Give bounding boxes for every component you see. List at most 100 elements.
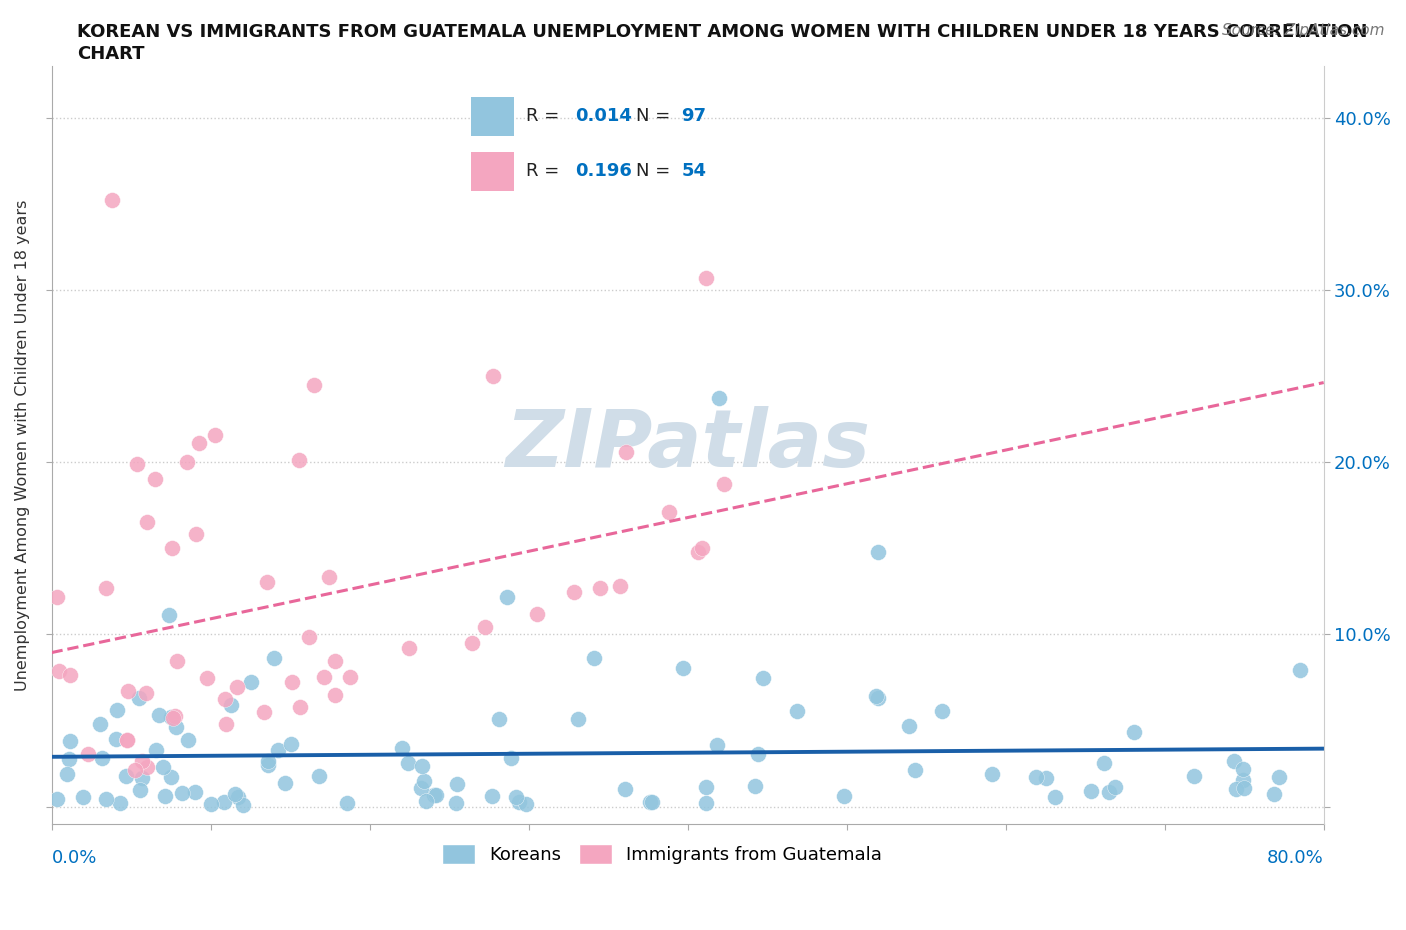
Point <box>1232 762 1254 777</box>
Text: 0.0%: 0.0% <box>52 849 97 867</box>
Point <box>115 733 138 748</box>
Point <box>411 780 433 795</box>
Point <box>786 703 808 718</box>
Point <box>904 763 927 777</box>
Point <box>474 619 496 634</box>
Point <box>131 753 153 768</box>
Point <box>302 378 325 392</box>
Point <box>658 505 681 520</box>
Point <box>695 271 717 286</box>
Point <box>91 751 114 765</box>
Point <box>288 452 311 467</box>
Point <box>1184 768 1206 783</box>
Point <box>166 654 188 669</box>
Point <box>135 685 157 700</box>
Point <box>157 607 180 622</box>
Point <box>125 457 148 472</box>
Point <box>155 789 177 804</box>
Point <box>129 782 152 797</box>
Point <box>1225 782 1247 797</box>
Point <box>423 788 446 803</box>
Point <box>224 787 246 802</box>
Point <box>215 717 238 732</box>
Point <box>1233 781 1256 796</box>
Point <box>446 777 468 791</box>
Point <box>101 193 124 208</box>
Point <box>1223 753 1246 768</box>
Point <box>290 699 312 714</box>
Point <box>136 760 159 775</box>
Point <box>165 720 187 735</box>
Point <box>48 663 70 678</box>
Point <box>160 770 183 785</box>
Point <box>145 743 167 758</box>
Point <box>709 391 731 405</box>
Y-axis label: Unemployment Among Women with Children Under 18 years: Unemployment Among Women with Children U… <box>15 199 30 691</box>
Point <box>323 687 346 702</box>
Point <box>200 796 222 811</box>
Point <box>688 545 710 560</box>
Point <box>59 667 82 682</box>
Point <box>323 654 346 669</box>
Point <box>1080 783 1102 798</box>
Point <box>508 795 530 810</box>
Point <box>609 578 631 593</box>
Point <box>582 650 605 665</box>
Point <box>94 580 117 595</box>
Point <box>162 711 184 725</box>
Point <box>219 698 242 712</box>
Point <box>1268 770 1291 785</box>
Point <box>226 680 249 695</box>
Point <box>505 790 527 804</box>
Point <box>446 796 468 811</box>
Point <box>152 759 174 774</box>
Point <box>59 734 82 749</box>
Point <box>204 428 226 443</box>
Point <box>396 756 419 771</box>
Point <box>744 778 766 793</box>
Point <box>515 796 537 811</box>
Point <box>589 580 612 595</box>
Point <box>1043 790 1066 804</box>
Text: KOREAN VS IMMIGRANTS FROM GUATEMALA UNEMPLOYMENT AMONG WOMEN WITH CHILDREN UNDER: KOREAN VS IMMIGRANTS FROM GUATEMALA UNEM… <box>77 23 1368 41</box>
Point <box>186 526 208 541</box>
Point <box>56 767 79 782</box>
Point <box>263 651 285 666</box>
Point <box>690 540 713 555</box>
Point <box>1092 755 1115 770</box>
Point <box>1122 724 1144 739</box>
Point <box>58 751 80 766</box>
Point <box>115 769 138 784</box>
Point <box>931 703 953 718</box>
Point <box>89 716 111 731</box>
Point <box>280 737 302 751</box>
Point <box>187 435 209 450</box>
Point <box>413 774 436 789</box>
Point <box>481 789 503 804</box>
Point <box>562 585 585 600</box>
Point <box>131 771 153 786</box>
Point <box>398 641 420 656</box>
Point <box>1035 771 1057 786</box>
Legend: Koreans, Immigrants from Guatemala: Koreans, Immigrants from Guatemala <box>434 836 890 871</box>
Point <box>461 635 484 650</box>
Point <box>240 674 263 689</box>
Point <box>695 779 717 794</box>
Point <box>1104 779 1126 794</box>
Point <box>1232 773 1254 788</box>
Point <box>232 798 254 813</box>
Text: ZIPatlas: ZIPatlas <box>505 406 870 484</box>
Point <box>616 445 638 459</box>
Point <box>672 661 695 676</box>
Point <box>981 766 1004 781</box>
Point <box>253 705 276 720</box>
Point <box>415 793 437 808</box>
Point <box>638 794 661 809</box>
Point <box>567 711 589 726</box>
Point <box>496 590 519 604</box>
Point <box>159 710 181 724</box>
Point <box>128 691 150 706</box>
Text: Source: ZipAtlas.com: Source: ZipAtlas.com <box>1222 23 1385 38</box>
Point <box>96 791 118 806</box>
Point <box>1098 784 1121 799</box>
